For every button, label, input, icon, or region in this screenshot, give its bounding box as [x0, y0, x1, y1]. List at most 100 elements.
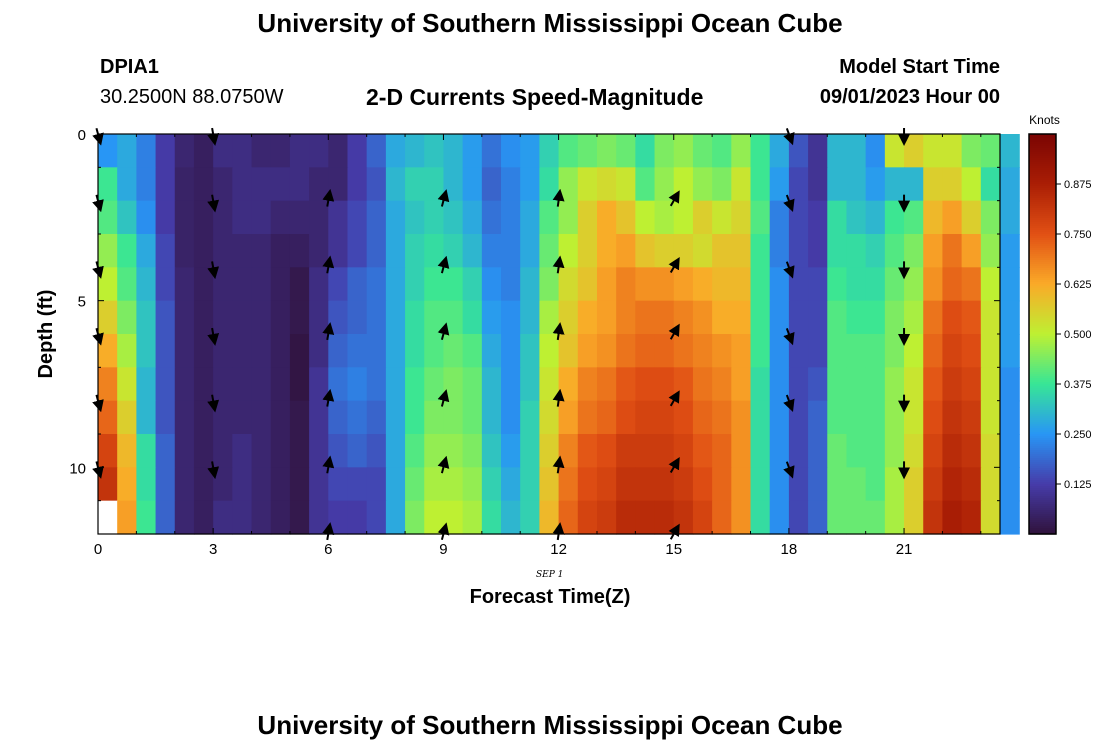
colorbar-segment	[1029, 524, 1056, 527]
heatmap-cell	[769, 234, 790, 268]
colorbar-segment	[1029, 428, 1056, 431]
station-id: DPIA1	[100, 56, 159, 78]
model-start-label: Model Start Time	[839, 56, 1000, 78]
colorbar-segment	[1029, 358, 1056, 361]
heatmap-cell	[808, 167, 828, 202]
colorbar-segment	[1029, 158, 1056, 161]
heatmap-cell	[539, 200, 560, 235]
heatmap-cell	[577, 467, 598, 502]
colorbar-segment	[1029, 496, 1056, 499]
colorbar-segment	[1029, 214, 1056, 217]
x-axis-label: Forecast Time(Z)	[469, 586, 631, 608]
heatmap-cell	[328, 367, 349, 402]
heatmap-cell	[213, 234, 233, 268]
heatmap-cell	[712, 267, 732, 302]
heatmap-cell	[558, 167, 579, 202]
heatmap-cell	[942, 267, 963, 302]
heatmap-cell	[193, 200, 214, 235]
heatmap-cell	[769, 467, 790, 502]
colorbar-segment	[1029, 390, 1056, 393]
colorbar-segment	[1029, 440, 1056, 443]
heatmap-cell	[270, 500, 291, 535]
colorbar-segment	[1029, 248, 1056, 251]
heatmap-cell	[788, 467, 809, 502]
heatmap-cell	[712, 367, 732, 402]
heatmap-cell	[405, 267, 425, 302]
colorbar-segment	[1029, 318, 1056, 321]
heatmap-cell	[635, 167, 656, 202]
heatmap-cell	[136, 134, 157, 168]
heatmap-cell	[501, 434, 521, 468]
colorbar-segment	[1029, 520, 1056, 523]
heatmap-cell	[232, 134, 253, 168]
heatmap-cell	[520, 300, 541, 335]
heatmap-cell	[654, 500, 675, 535]
heatmap-cell	[654, 200, 675, 235]
heatmap-cell	[961, 334, 982, 368]
heatmap-cell	[616, 300, 636, 335]
colorbar-segment	[1029, 474, 1056, 477]
heatmap-cell	[405, 400, 425, 435]
colorbar-segment	[1029, 446, 1056, 449]
colorbar-segment	[1029, 480, 1056, 483]
heatmap-cell	[654, 234, 675, 268]
heatmap-cell	[865, 367, 886, 402]
heatmap-cell	[616, 200, 636, 235]
heatmap-cell	[980, 334, 1001, 368]
heatmap-cell	[558, 434, 579, 468]
heatmap-cell	[385, 200, 406, 235]
heatmap-cell	[136, 334, 157, 368]
heatmap-cell	[405, 134, 425, 168]
colorbar-segment	[1029, 212, 1056, 215]
colorbar-segment	[1029, 242, 1056, 245]
colorbar-segment	[1029, 502, 1056, 505]
heatmap-cell	[328, 434, 349, 468]
x-tick-label: 18	[781, 541, 798, 558]
x-tick-label: 15	[665, 541, 682, 558]
x-tick-label: 6	[324, 541, 332, 558]
heatmap-cell	[769, 134, 790, 168]
heatmap-cell	[424, 400, 445, 435]
heatmap-cell	[731, 500, 752, 535]
heatmap-cell	[481, 167, 502, 202]
heatmap-cell	[98, 500, 118, 535]
heatmap-cell	[385, 400, 406, 435]
heatmap-cell	[654, 134, 675, 168]
heatmap-cell	[884, 334, 905, 368]
heatmap-cell	[596, 200, 617, 235]
heatmap-cell	[923, 300, 944, 335]
colorbar-segment	[1029, 190, 1056, 193]
colorbar-segment	[1029, 430, 1056, 433]
colorbar-segment	[1029, 316, 1056, 319]
heatmap-cell	[577, 267, 598, 302]
heatmap-cell	[136, 300, 157, 335]
heatmap-cell	[539, 434, 560, 468]
heatmap-cell	[788, 234, 809, 268]
colorbar-segment	[1029, 236, 1056, 239]
colorbar-segment	[1029, 310, 1056, 313]
colorbar-segment	[1029, 344, 1056, 347]
heatmap-cell	[539, 367, 560, 402]
heatmap-cell	[520, 467, 541, 502]
heatmap-cell	[635, 400, 656, 435]
heatmap-cell	[654, 400, 675, 435]
heatmap-cell	[596, 267, 617, 302]
heatmap-cell	[654, 167, 675, 202]
heatmap-cell	[846, 434, 867, 468]
heatmap-cell	[232, 467, 253, 502]
current-direction-arrow	[668, 390, 680, 407]
heatmap-cell	[174, 334, 195, 368]
heatmap-cell	[558, 134, 579, 168]
heatmap-cell	[904, 134, 924, 168]
heatmap-cell	[712, 300, 732, 335]
heatmap-cell	[808, 400, 828, 435]
colorbar-segment	[1029, 228, 1056, 231]
x-tick-label: 0	[94, 541, 102, 558]
heatmap-cell	[117, 467, 137, 502]
heatmap-cell	[462, 467, 483, 502]
heatmap-cell	[635, 434, 656, 468]
heatmap-cell	[865, 167, 886, 202]
heatmap-cell	[980, 200, 1001, 235]
colorbar-segment	[1029, 146, 1056, 149]
heatmap-cell	[117, 500, 137, 535]
